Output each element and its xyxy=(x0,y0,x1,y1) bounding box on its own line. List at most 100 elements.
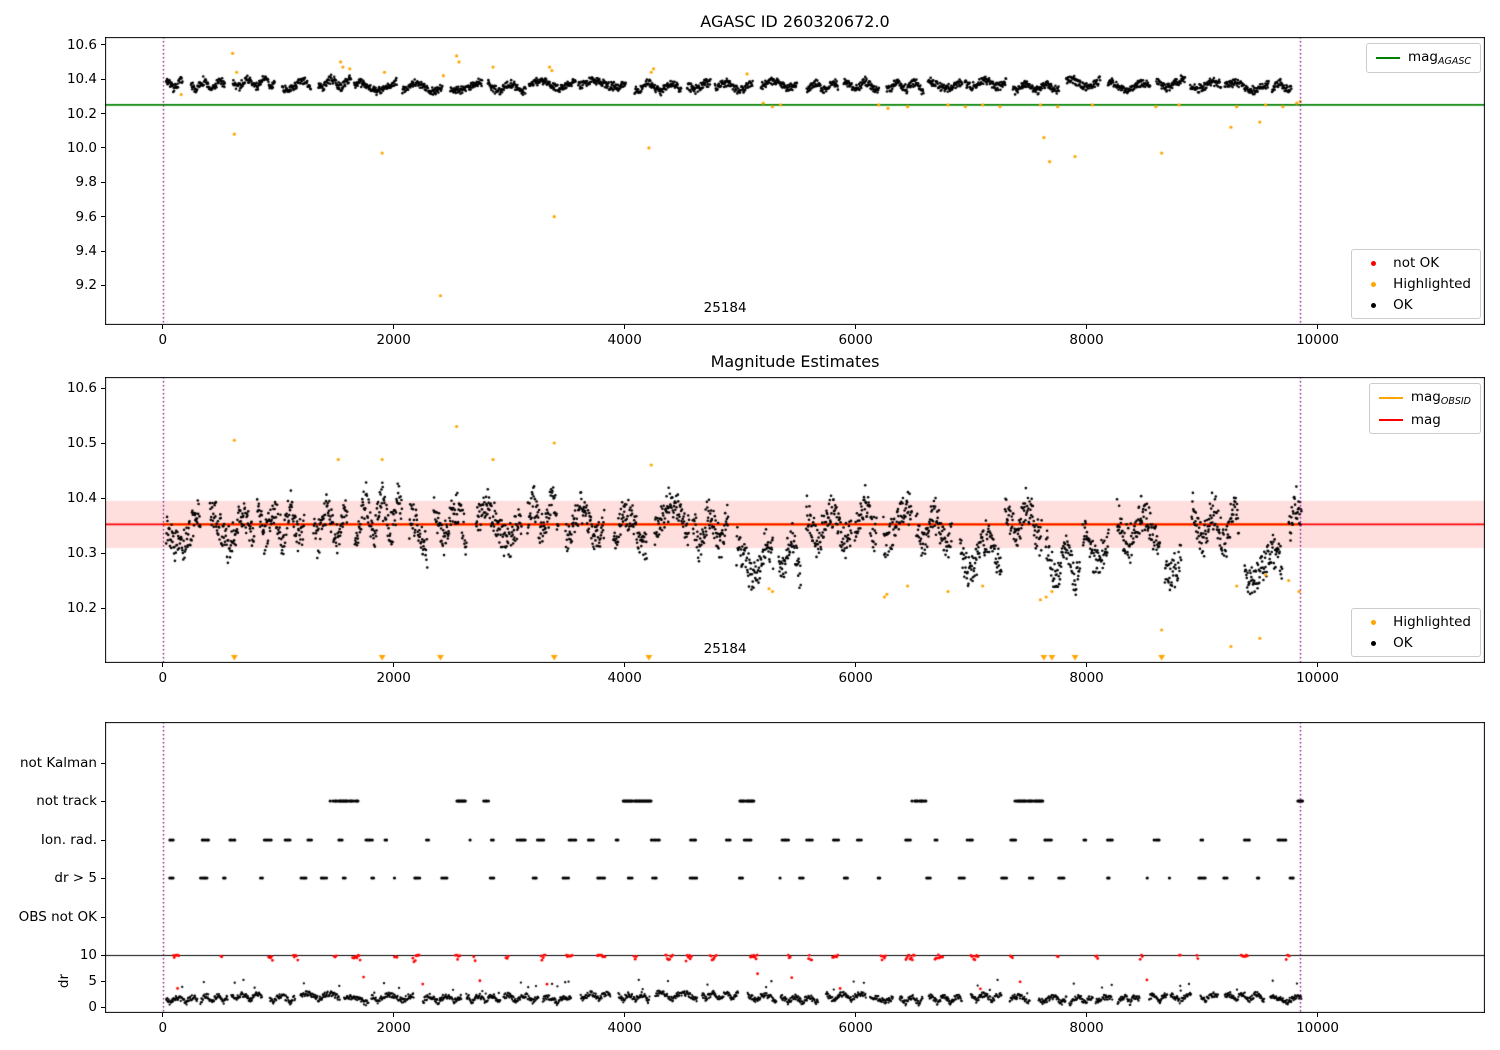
x-tick-mark xyxy=(393,325,395,329)
y-tick-mark xyxy=(101,800,105,802)
x-tick-label: 6000 xyxy=(838,1020,873,1036)
y-tick-label: 10.0 xyxy=(66,139,97,156)
y-tick-mark xyxy=(101,607,105,609)
flag-row-label: not track xyxy=(36,793,97,809)
y-tick-mark xyxy=(101,284,105,286)
plot2-title: Magnitude Estimates xyxy=(710,352,880,371)
x-tick-label: 0 xyxy=(158,670,168,686)
x-tick-label: 10000 xyxy=(1296,1020,1340,1036)
plot1-scatter-canvas xyxy=(105,37,1485,325)
y-tick-label: 9.4 xyxy=(75,243,97,260)
x-tick-mark xyxy=(162,1013,164,1017)
x-tick-label: 10000 xyxy=(1296,332,1340,348)
x-tick-label: 2000 xyxy=(376,332,411,348)
y-tick-label: 10.6 xyxy=(66,36,97,53)
legend-label-subscript: OBSID xyxy=(1440,396,1471,407)
x-tick-label: 0 xyxy=(158,1020,168,1036)
x-tick-label: 8000 xyxy=(1069,332,1104,348)
flag-row-label: OBS not OK xyxy=(18,909,97,925)
legend-dot-marker xyxy=(1371,281,1377,287)
legend-entry: Highlighted xyxy=(1361,276,1471,292)
y-tick-label: 9.8 xyxy=(75,174,97,191)
flag-row-label: not Kalman xyxy=(19,755,97,771)
legend-entry: mag xyxy=(1378,412,1471,428)
legend-label: OK xyxy=(1393,297,1413,313)
x-tick-label: 2000 xyxy=(376,670,411,686)
x-tick-mark xyxy=(624,1013,626,1017)
plot1-title: AGASC ID 260320672.0 xyxy=(700,12,890,31)
x-tick-mark xyxy=(393,663,395,667)
y-tick-label: 10.2 xyxy=(66,105,97,122)
legend-dot-marker xyxy=(1371,302,1377,308)
y-tick-mark xyxy=(101,147,105,149)
x-tick-mark xyxy=(624,663,626,667)
obsid-annotation: 25184 xyxy=(703,641,747,658)
x-tick-mark xyxy=(1317,325,1319,329)
legend-label: Highlighted xyxy=(1393,614,1471,630)
y-tick-mark xyxy=(101,44,105,46)
x-tick-mark xyxy=(624,325,626,329)
legend: not OK Highlighted OK xyxy=(1351,249,1481,319)
legend-line-marker xyxy=(1378,397,1403,399)
y-tick-label: 9.6 xyxy=(75,208,97,225)
plot3-flags-canvas xyxy=(105,722,1485,1013)
y-tick-mark xyxy=(101,839,105,841)
legend: magOBSID mag xyxy=(1368,383,1481,434)
legend-entry: magAGASC xyxy=(1375,49,1471,67)
legend-line-marker xyxy=(1378,419,1403,421)
plot3-axes xyxy=(105,722,1485,1013)
x-tick-label: 6000 xyxy=(838,670,873,686)
legend-dot-marker xyxy=(1371,640,1377,646)
legend-entry: OK xyxy=(1361,635,1471,651)
x-tick-label: 10000 xyxy=(1296,670,1340,686)
y-tick-mark xyxy=(101,980,105,982)
y-tick-label: 10.6 xyxy=(66,380,97,396)
x-tick-mark xyxy=(855,325,857,329)
y-tick-mark xyxy=(101,954,105,956)
y-tick-mark xyxy=(101,1006,105,1008)
legend-entry: OK xyxy=(1361,297,1471,313)
x-tick-mark xyxy=(1317,1013,1319,1017)
x-tick-mark xyxy=(855,1013,857,1017)
x-tick-mark xyxy=(1317,663,1319,667)
legend-label: mag xyxy=(1410,412,1441,428)
x-tick-mark xyxy=(393,1013,395,1017)
dr-tick-label: 10 xyxy=(79,947,97,963)
x-tick-label: 6000 xyxy=(838,332,873,348)
x-tick-mark xyxy=(1086,325,1088,329)
legend-dot-marker xyxy=(1371,619,1377,625)
legend: magAGASC xyxy=(1365,43,1481,73)
plot2-axes: 25184 xyxy=(105,377,1485,663)
legend-entry: magOBSID xyxy=(1378,389,1471,407)
dr-tick-label: 5 xyxy=(88,973,97,989)
obsid-annotation: 25184 xyxy=(703,299,747,316)
plot1-axes: 25184 xyxy=(105,37,1485,325)
x-tick-label: 4000 xyxy=(607,670,642,686)
legend-line-marker xyxy=(1375,57,1400,59)
legend-label: Highlighted xyxy=(1393,276,1471,292)
x-tick-label: 0 xyxy=(158,332,168,348)
y-tick-mark xyxy=(101,552,105,554)
y-tick-mark xyxy=(101,387,105,389)
y-tick-label: 10.2 xyxy=(66,600,97,616)
flag-row-label: Ion. rad. xyxy=(40,832,97,848)
y-tick-label: 10.5 xyxy=(66,435,97,451)
legend: Highlighted OK xyxy=(1351,608,1481,657)
x-tick-mark xyxy=(162,663,164,667)
x-tick-label: 2000 xyxy=(376,1020,411,1036)
y-tick-mark xyxy=(101,442,105,444)
y-tick-label: 10.3 xyxy=(66,545,97,561)
y-tick-label: 9.2 xyxy=(75,277,97,294)
y-tick-mark xyxy=(101,877,105,879)
y-tick-mark xyxy=(101,78,105,80)
flag-row-label: dr > 5 xyxy=(54,870,97,886)
legend-label: not OK xyxy=(1393,255,1440,271)
y-tick-mark xyxy=(101,216,105,218)
x-tick-label: 4000 xyxy=(607,332,642,348)
legend-entry: Highlighted xyxy=(1361,614,1471,630)
x-tick-mark xyxy=(1086,663,1088,667)
legend-label-subscript: AGASC xyxy=(1437,56,1471,67)
x-tick-mark xyxy=(1086,1013,1088,1017)
x-tick-label: 8000 xyxy=(1069,1020,1104,1036)
